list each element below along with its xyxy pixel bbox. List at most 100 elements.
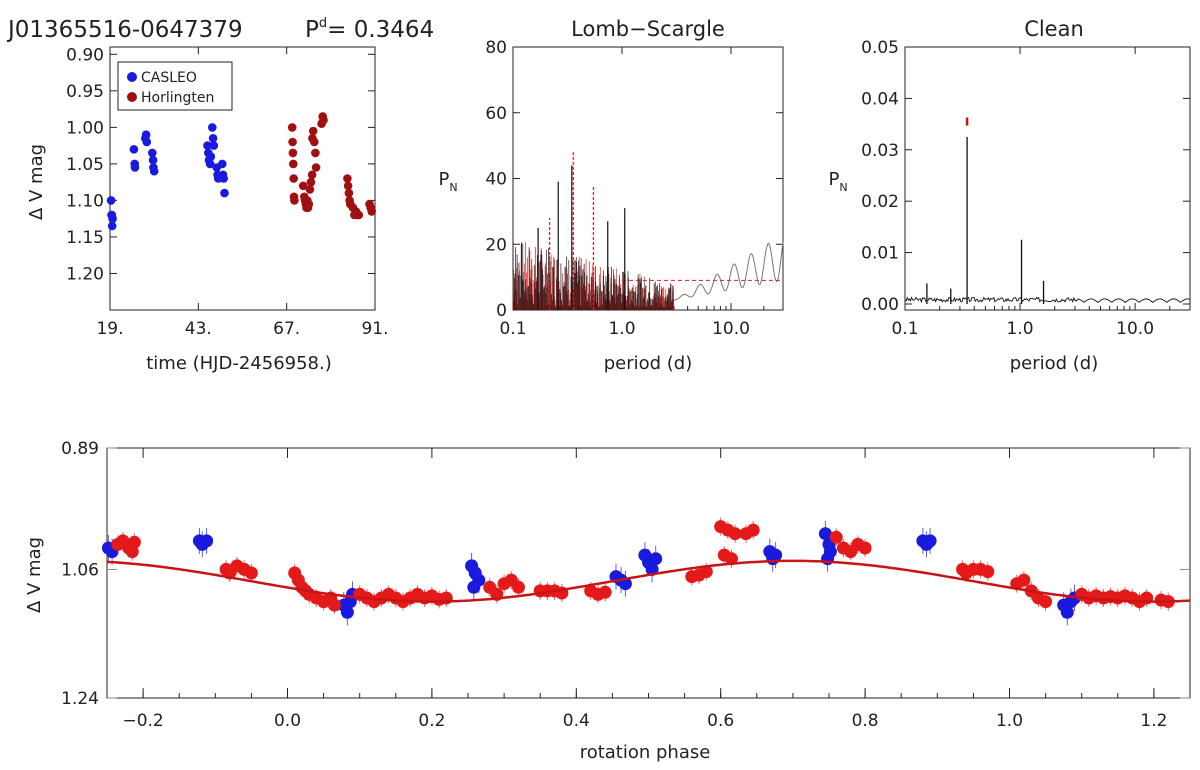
lightcurve-point <box>308 126 318 136</box>
lightcurve-ytick-label: 1.00 <box>66 118 104 138</box>
lightcurve-point <box>218 159 227 169</box>
lightcurve-xtick-label: 43. <box>185 319 212 339</box>
lightcurve-point <box>290 196 299 205</box>
lightcurve-point <box>203 141 212 150</box>
phase-point <box>244 566 258 580</box>
lightcurve-series-horlingten <box>287 112 377 220</box>
lightcurve-point <box>208 123 217 132</box>
phase-ytick-label: 1.24 <box>61 689 99 709</box>
clean-ytick-label: 0.02 <box>861 192 899 212</box>
lightcurve-point <box>298 181 308 191</box>
lightcurve-point <box>108 214 117 223</box>
clean-noise-floor <box>904 296 1191 304</box>
lightcurve-point <box>305 185 315 194</box>
clean-ytick-label: 0.03 <box>861 141 899 161</box>
clean-xtick-label: 0.1 <box>891 319 918 339</box>
phase-point <box>923 534 937 548</box>
lightcurve-point <box>209 141 219 150</box>
lightcurve-point <box>149 166 159 176</box>
phase-ytick-label: 0.89 <box>61 439 99 459</box>
legend-marker-horlingten <box>127 92 137 102</box>
phase-xlabel: rotation phase <box>580 742 711 763</box>
lightcurve-ylabel: Δ V mag <box>26 144 47 220</box>
lightcurve-point <box>148 155 158 165</box>
phase-point <box>200 534 214 548</box>
phase-point <box>728 527 742 541</box>
lightcurve-point <box>106 196 116 205</box>
phase-point <box>981 565 995 579</box>
phase-ylabel: Δ V mag <box>24 537 45 613</box>
legend-label-casleo: CASLEO <box>141 70 197 86</box>
lightcurve-point <box>288 137 297 147</box>
phase-point <box>725 552 738 566</box>
phase-point <box>829 530 843 544</box>
lightcurve-xlabel: time (HJD-2456958.) <box>146 353 332 374</box>
phase-point <box>699 565 713 579</box>
phase-xtick-label: 1.0 <box>996 711 1023 731</box>
lightcurve-point <box>287 123 297 132</box>
clean-xlabel: period (d) <box>1010 353 1099 374</box>
phase-series-casleo <box>101 520 1081 626</box>
lightcurve-point <box>208 134 218 143</box>
lomb-scargle-xlabel: period (d) <box>604 353 693 374</box>
phase-ytick-label: 1.06 <box>61 560 99 580</box>
legend-label-horlingten: Horlingten <box>141 90 214 106</box>
phase-xtick-label: 0.4 <box>563 711 590 731</box>
lightcurve-point <box>141 130 151 139</box>
lightcurve-point <box>206 152 216 161</box>
clean-xtick-label: 1.0 <box>1007 319 1034 339</box>
lightcurve-point <box>319 115 328 125</box>
lightcurve-point <box>148 148 157 158</box>
lightcurve-point <box>344 188 354 198</box>
lightcurve-ytick-label: 1.15 <box>66 228 104 248</box>
lomb-scargle-xtick-label: 1.0 <box>608 319 635 339</box>
lomb-scargle-ytick-label: 20 <box>485 235 507 255</box>
lightcurve-point <box>220 188 229 198</box>
lightcurve-point <box>219 174 228 183</box>
lightcurve-point <box>306 177 316 187</box>
phase-point <box>769 548 783 562</box>
lightcurve-point <box>129 145 139 154</box>
lightcurve-point <box>311 163 321 172</box>
lomb-scargle-xtick-label: 10.0 <box>712 319 750 339</box>
lightcurve-point <box>130 163 140 172</box>
lightcurve-point <box>289 159 298 169</box>
period-label: Pd= 0.3464 <box>305 16 434 43</box>
lomb-scargle-xtick-label: 0.1 <box>499 319 526 339</box>
lomb-scargle-long-period-curve <box>673 242 784 301</box>
clean-ytick-label: 0.05 <box>861 38 899 58</box>
lightcurve-xtick-label: 91. <box>361 319 388 339</box>
phase-xtick-label: 0.8 <box>852 711 879 731</box>
lightcurve-ytick-label: 1.10 <box>66 191 104 211</box>
lightcurve-point <box>289 174 299 183</box>
lightcurve-ytick-label: 1.20 <box>66 264 104 284</box>
lomb-scargle-title: Lomb−Scargle <box>571 17 725 41</box>
phase-point <box>858 541 872 555</box>
clean-ytick-label: 0.04 <box>861 89 899 109</box>
lomb-scargle-ytick-label: 60 <box>485 104 507 124</box>
lightcurve-frame <box>109 46 376 311</box>
lightcurve-ytick-label: 0.95 <box>66 82 104 102</box>
phase-point <box>512 580 525 594</box>
object-id: J01365516-0647379 <box>6 17 243 43</box>
lightcurve-ytick-label: 0.90 <box>66 45 104 65</box>
lomb-scargle-ylabel: PN <box>438 169 457 194</box>
lightcurve-series-casleo <box>106 123 229 231</box>
clean-ylabel: PN <box>828 169 847 194</box>
phase-point <box>127 535 141 549</box>
lightcurve-legend: CASLEO Horlingten <box>117 61 233 111</box>
lightcurve-point <box>343 181 353 191</box>
lightcurve-point <box>343 174 352 183</box>
lightcurve-point <box>288 148 298 158</box>
clean-title: Clean <box>1024 17 1084 41</box>
phase-point <box>649 552 663 566</box>
phase-xtick-label: 0.2 <box>418 711 445 731</box>
lomb-scargle-ytick-label: 0 <box>496 301 507 321</box>
lightcurve-xtick-label: 19. <box>96 319 123 339</box>
lightcurve-point <box>367 207 377 216</box>
clean-frame <box>904 46 1191 311</box>
phase-point <box>746 523 760 537</box>
phase-point <box>327 598 341 612</box>
lomb-scargle-ytick-label: 40 <box>485 170 507 190</box>
